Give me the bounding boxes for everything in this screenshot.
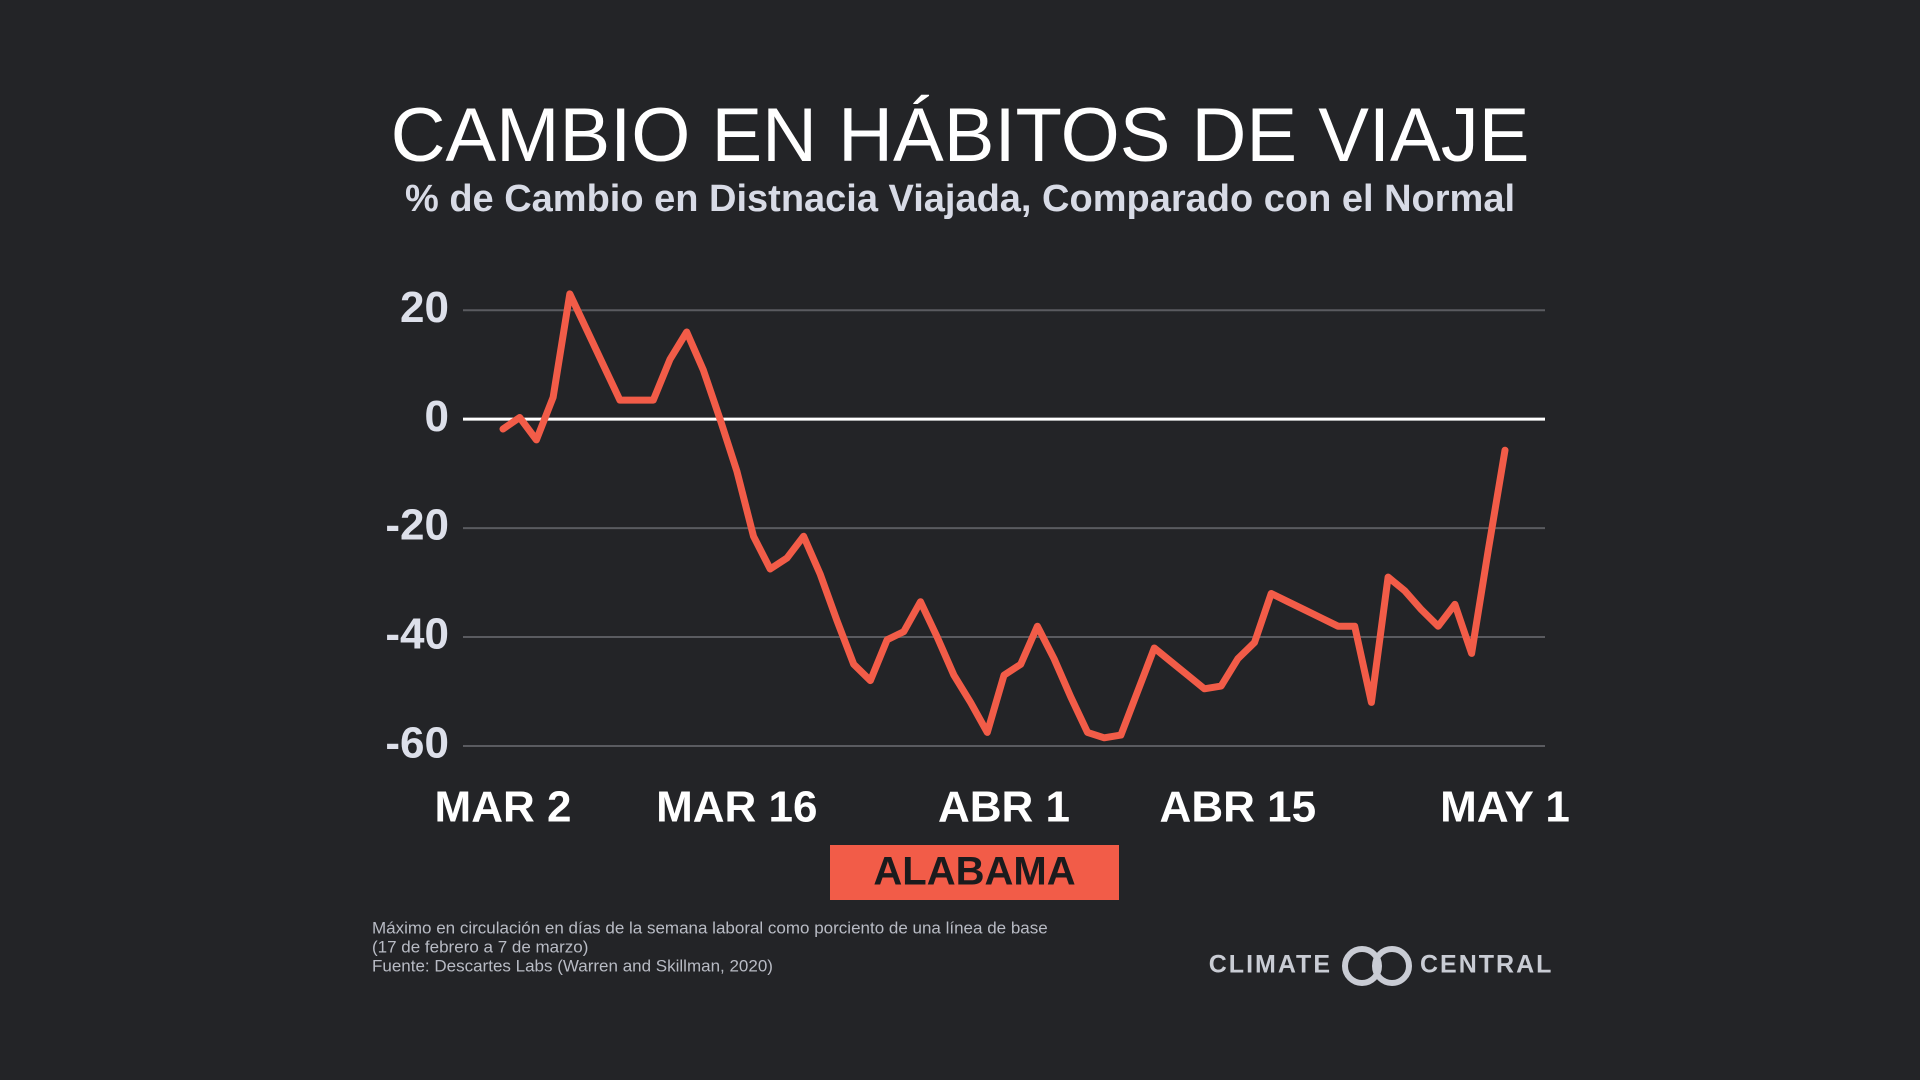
legend-swatch — [830, 845, 1119, 900]
x-tick-label: ABR 15 — [1160, 783, 1317, 832]
x-tick-label: MAR 16 — [656, 783, 817, 832]
footnote: (17 de febrero a 7 de marzo) — [372, 937, 588, 956]
x-tick-label: MAY 1 — [1440, 783, 1570, 832]
footnote: Máximo en circulación en días de la sema… — [372, 918, 1048, 937]
y-tick-label: 0 — [425, 392, 449, 441]
legend-label: ALABAMA — [873, 850, 1075, 894]
y-tick-label: 20 — [400, 283, 449, 332]
logo-text: CLIMATE — [1209, 951, 1332, 979]
y-tick-label: -40 — [385, 610, 449, 659]
series-line — [499, 290, 1509, 742]
footnote: Fuente: Descartes Labs (Warren and Skill… — [372, 956, 773, 975]
chart-subtitle: % de Cambio en Distnacia Viajada, Compar… — [405, 178, 1515, 220]
logo-ring — [1342, 946, 1382, 986]
chart-title: CAMBIO EN HÁBITOS DE VIAJE — [391, 93, 1530, 178]
logo-text: CENTRAL — [1420, 951, 1553, 979]
y-tick-label: -60 — [385, 719, 449, 768]
x-tick-label: MAR 2 — [435, 783, 572, 832]
logo-ring — [1372, 946, 1412, 986]
x-tick-label: ABR 1 — [938, 783, 1070, 832]
logo: CLIMATE CENTRAL — [1209, 946, 1553, 986]
y-tick-label: -20 — [385, 501, 449, 550]
